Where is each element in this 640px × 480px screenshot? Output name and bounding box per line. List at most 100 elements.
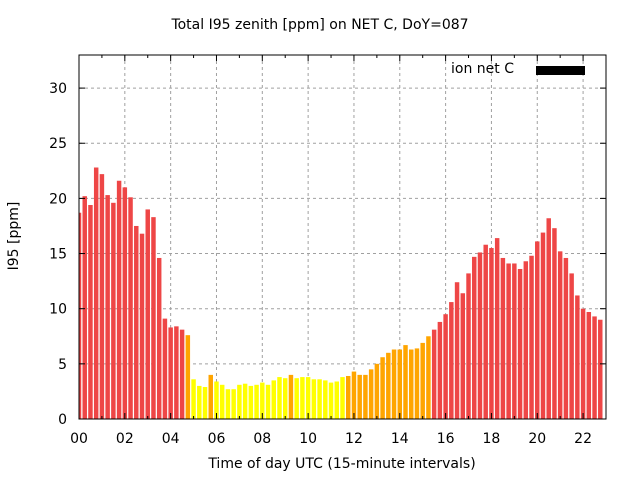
bar-series xyxy=(79,167,603,419)
bar xyxy=(374,363,380,419)
tick-labels: 0 5 10 15 20 25 30 00 02 04 06 08 10 12 14 16 18 20 22 xyxy=(49,81,592,447)
bar xyxy=(328,382,334,419)
bar xyxy=(317,379,322,419)
bar xyxy=(179,329,185,419)
bar xyxy=(134,225,139,419)
bar xyxy=(529,255,534,419)
bar xyxy=(208,374,213,419)
x-tick-label: 18 xyxy=(483,431,501,447)
x-tick-label: 00 xyxy=(70,431,88,447)
bar xyxy=(454,282,460,419)
bar xyxy=(162,318,168,419)
bar xyxy=(305,377,311,419)
bar xyxy=(546,218,551,419)
bar xyxy=(357,374,362,419)
bar xyxy=(219,384,225,419)
bar xyxy=(191,379,196,419)
bar xyxy=(592,316,597,419)
axes-frame xyxy=(78,54,607,420)
bar xyxy=(128,197,133,419)
x-tick-label: 06 xyxy=(208,431,226,447)
x-tick-label: 12 xyxy=(345,431,363,447)
bar xyxy=(535,241,540,419)
bar xyxy=(105,195,110,419)
bar xyxy=(225,389,231,419)
bar xyxy=(202,387,208,419)
y-axis-label: I95 [ppm] xyxy=(6,201,22,271)
x-tick-label: 22 xyxy=(574,431,592,447)
plot-border xyxy=(78,54,607,420)
bar xyxy=(88,205,93,419)
bar xyxy=(282,378,288,419)
chart-title: Total I95 zenith [ppm] on NET C, DoY=087 xyxy=(171,17,469,33)
bar xyxy=(260,382,265,419)
bar xyxy=(460,293,466,419)
bar xyxy=(431,329,437,419)
bar xyxy=(334,381,340,419)
bar xyxy=(111,202,116,419)
bar xyxy=(466,273,471,419)
legend-label: ion net C xyxy=(451,61,514,77)
bar xyxy=(598,319,603,419)
bar xyxy=(437,321,443,419)
bar xyxy=(426,336,431,419)
bar xyxy=(116,180,122,419)
x-tick-label: 04 xyxy=(162,431,180,447)
bar xyxy=(277,377,282,419)
bar xyxy=(409,349,414,419)
bar xyxy=(242,383,248,419)
bar xyxy=(414,348,420,419)
bar xyxy=(323,380,328,419)
bar xyxy=(420,342,425,419)
bar xyxy=(122,187,128,419)
y-tick-label: 30 xyxy=(49,81,67,97)
bar xyxy=(168,327,173,419)
y-tick-label: 0 xyxy=(58,412,67,428)
bar xyxy=(569,273,574,419)
bar xyxy=(380,357,385,419)
bar xyxy=(345,375,351,419)
bar xyxy=(397,349,403,419)
bar xyxy=(294,378,299,419)
bar xyxy=(139,233,145,419)
bar xyxy=(552,228,557,419)
bar xyxy=(449,302,454,419)
x-axis-label: Time of day UTC (15-minute intervals) xyxy=(208,456,476,472)
bar xyxy=(523,261,529,419)
bar xyxy=(472,256,477,419)
bar xyxy=(489,248,494,419)
bar xyxy=(540,232,546,419)
x-tick-label: 14 xyxy=(391,431,409,447)
legend-swatch xyxy=(536,66,585,75)
x-tick-label: 10 xyxy=(299,431,317,447)
bar xyxy=(517,268,523,419)
x-tick-label: 02 xyxy=(116,431,134,447)
bar xyxy=(265,384,271,419)
y-tick-label: 5 xyxy=(58,357,67,373)
x-tick-label: 16 xyxy=(437,431,455,447)
bar xyxy=(145,209,150,419)
bar xyxy=(500,257,506,419)
bar xyxy=(156,257,162,419)
bar xyxy=(483,244,488,419)
bar xyxy=(248,385,254,419)
bar xyxy=(93,167,99,419)
bar xyxy=(271,380,276,419)
bar xyxy=(254,384,259,419)
bar xyxy=(174,326,179,419)
bar xyxy=(231,389,236,419)
bar xyxy=(368,369,374,419)
y-tick-label: 10 xyxy=(49,302,67,318)
bar xyxy=(363,374,368,419)
bar xyxy=(311,379,317,419)
bar xyxy=(79,212,82,419)
y-tick-label: 20 xyxy=(49,191,67,207)
bar xyxy=(386,352,391,419)
bar xyxy=(99,174,105,419)
bar xyxy=(477,252,483,419)
bar xyxy=(351,371,357,419)
y-tick-label: 15 xyxy=(49,247,67,263)
bar xyxy=(214,381,219,419)
bar xyxy=(575,295,580,419)
